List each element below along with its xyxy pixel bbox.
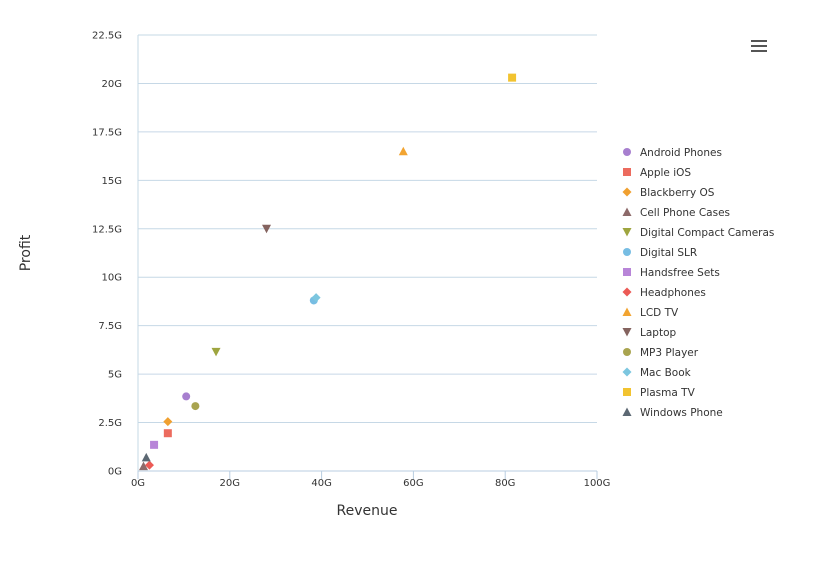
legend-label: MP3 Player xyxy=(640,347,699,359)
y-tick-label: 17.5G xyxy=(92,127,122,138)
legend-marker[interactable] xyxy=(623,268,631,276)
legend-marker[interactable] xyxy=(622,207,632,217)
legend[interactable]: Android Phones Apple iOS Blackberry OS Cell… xyxy=(622,147,775,419)
legend-item[interactable]: Digital SLR xyxy=(623,247,697,259)
legend-label: Digital Compact Cameras xyxy=(640,227,774,239)
legend-marker[interactable] xyxy=(622,187,632,197)
legend-label: Handsfree Sets xyxy=(640,267,720,279)
data-point[interactable] xyxy=(163,429,172,438)
x-axis-title: Revenue xyxy=(337,503,398,519)
legend-label: Windows Phone xyxy=(640,407,723,419)
legend-item[interactable]: Headphones xyxy=(622,287,706,299)
legend-item[interactable]: Laptop xyxy=(622,327,677,339)
legend-label: LCD TV xyxy=(640,307,679,319)
data-point[interactable] xyxy=(182,392,191,401)
data-point[interactable] xyxy=(144,460,154,470)
x-axis-ticks: 0G 20G 40G 60G 80G 100G xyxy=(131,471,610,489)
y-tick-label: 10G xyxy=(102,273,122,284)
y-tick-label: 15G xyxy=(102,176,122,187)
y-axis-ticks: 0G 2.5G 5G 7.5G 10G 12.5G 15G 17.5G 20G 22.5G xyxy=(92,31,122,478)
legend-marker[interactable] xyxy=(623,168,631,176)
legend-label: Laptop xyxy=(640,327,676,339)
data-point[interactable] xyxy=(398,146,408,156)
data-point[interactable] xyxy=(508,73,517,82)
legend-label: Mac Book xyxy=(640,367,692,379)
legend-item[interactable]: Android Phones xyxy=(623,147,722,159)
legend-label: Plasma TV xyxy=(640,387,696,399)
legend-label: Apple iOS xyxy=(640,167,691,179)
data-point[interactable] xyxy=(262,224,272,234)
legend-item[interactable]: Digital Compact Cameras xyxy=(622,227,775,239)
data-point[interactable] xyxy=(139,461,149,471)
data-point[interactable] xyxy=(211,347,221,357)
legend-item[interactable]: MP3 Player xyxy=(623,347,699,359)
legend-marker[interactable] xyxy=(622,367,632,377)
x-tick-label: 20G xyxy=(220,478,240,489)
legend-marker[interactable] xyxy=(623,148,631,156)
legend-item[interactable]: Windows Phone xyxy=(622,407,723,419)
hamburger-menu-icon[interactable] xyxy=(746,34,772,58)
legend-item[interactable]: Mac Book xyxy=(622,367,692,379)
y-tick-label: 20G xyxy=(102,79,122,90)
y-tick-label: 0G xyxy=(108,467,122,478)
legend-marker[interactable] xyxy=(622,307,632,317)
x-tick-label: 60G xyxy=(403,478,423,489)
legend-item[interactable]: Handsfree Sets xyxy=(623,267,720,279)
legend-marker[interactable] xyxy=(623,348,631,356)
data-points xyxy=(139,73,517,471)
x-tick-label: 40G xyxy=(311,478,331,489)
legend-marker[interactable] xyxy=(623,388,631,396)
menu-bar xyxy=(751,45,767,47)
y-tick-label: 2.5G xyxy=(98,418,122,429)
data-point[interactable] xyxy=(191,402,200,411)
x-tick-label: 0G xyxy=(131,478,145,489)
y-tick-label: 7.5G xyxy=(98,321,122,332)
x-tick-label: 80G xyxy=(495,478,515,489)
grid-lines xyxy=(138,34,597,472)
legend-label: Cell Phone Cases xyxy=(640,207,730,219)
legend-marker[interactable] xyxy=(622,328,632,337)
legend-marker[interactable] xyxy=(623,248,631,256)
legend-item[interactable]: Apple iOS xyxy=(623,167,691,179)
x-tick-label: 100G xyxy=(584,478,611,489)
y-tick-label: 12.5G xyxy=(92,224,122,235)
legend-item[interactable]: Cell Phone Cases xyxy=(622,207,731,219)
legend-item[interactable]: LCD TV xyxy=(622,307,680,319)
y-tick-label: 5G xyxy=(108,370,122,381)
legend-item[interactable]: Blackberry OS xyxy=(622,187,715,199)
menu-bar xyxy=(751,40,767,42)
y-tick-label: 22.5G xyxy=(92,31,122,42)
legend-label: Android Phones xyxy=(640,147,722,159)
data-point[interactable] xyxy=(163,417,173,427)
legend-label: Blackberry OS xyxy=(640,187,715,199)
data-point[interactable] xyxy=(311,293,321,303)
legend-label: Headphones xyxy=(640,287,706,299)
legend-marker[interactable] xyxy=(622,407,632,417)
data-point[interactable] xyxy=(141,452,151,462)
legend-item[interactable]: Plasma TV xyxy=(623,387,696,399)
axes xyxy=(137,35,597,472)
data-point[interactable] xyxy=(150,440,159,449)
legend-label: Digital SLR xyxy=(640,247,697,259)
legend-marker[interactable] xyxy=(622,287,632,297)
legend-marker[interactable] xyxy=(622,228,632,237)
menu-bar xyxy=(751,50,767,52)
y-axis-title: Profit xyxy=(18,234,34,271)
